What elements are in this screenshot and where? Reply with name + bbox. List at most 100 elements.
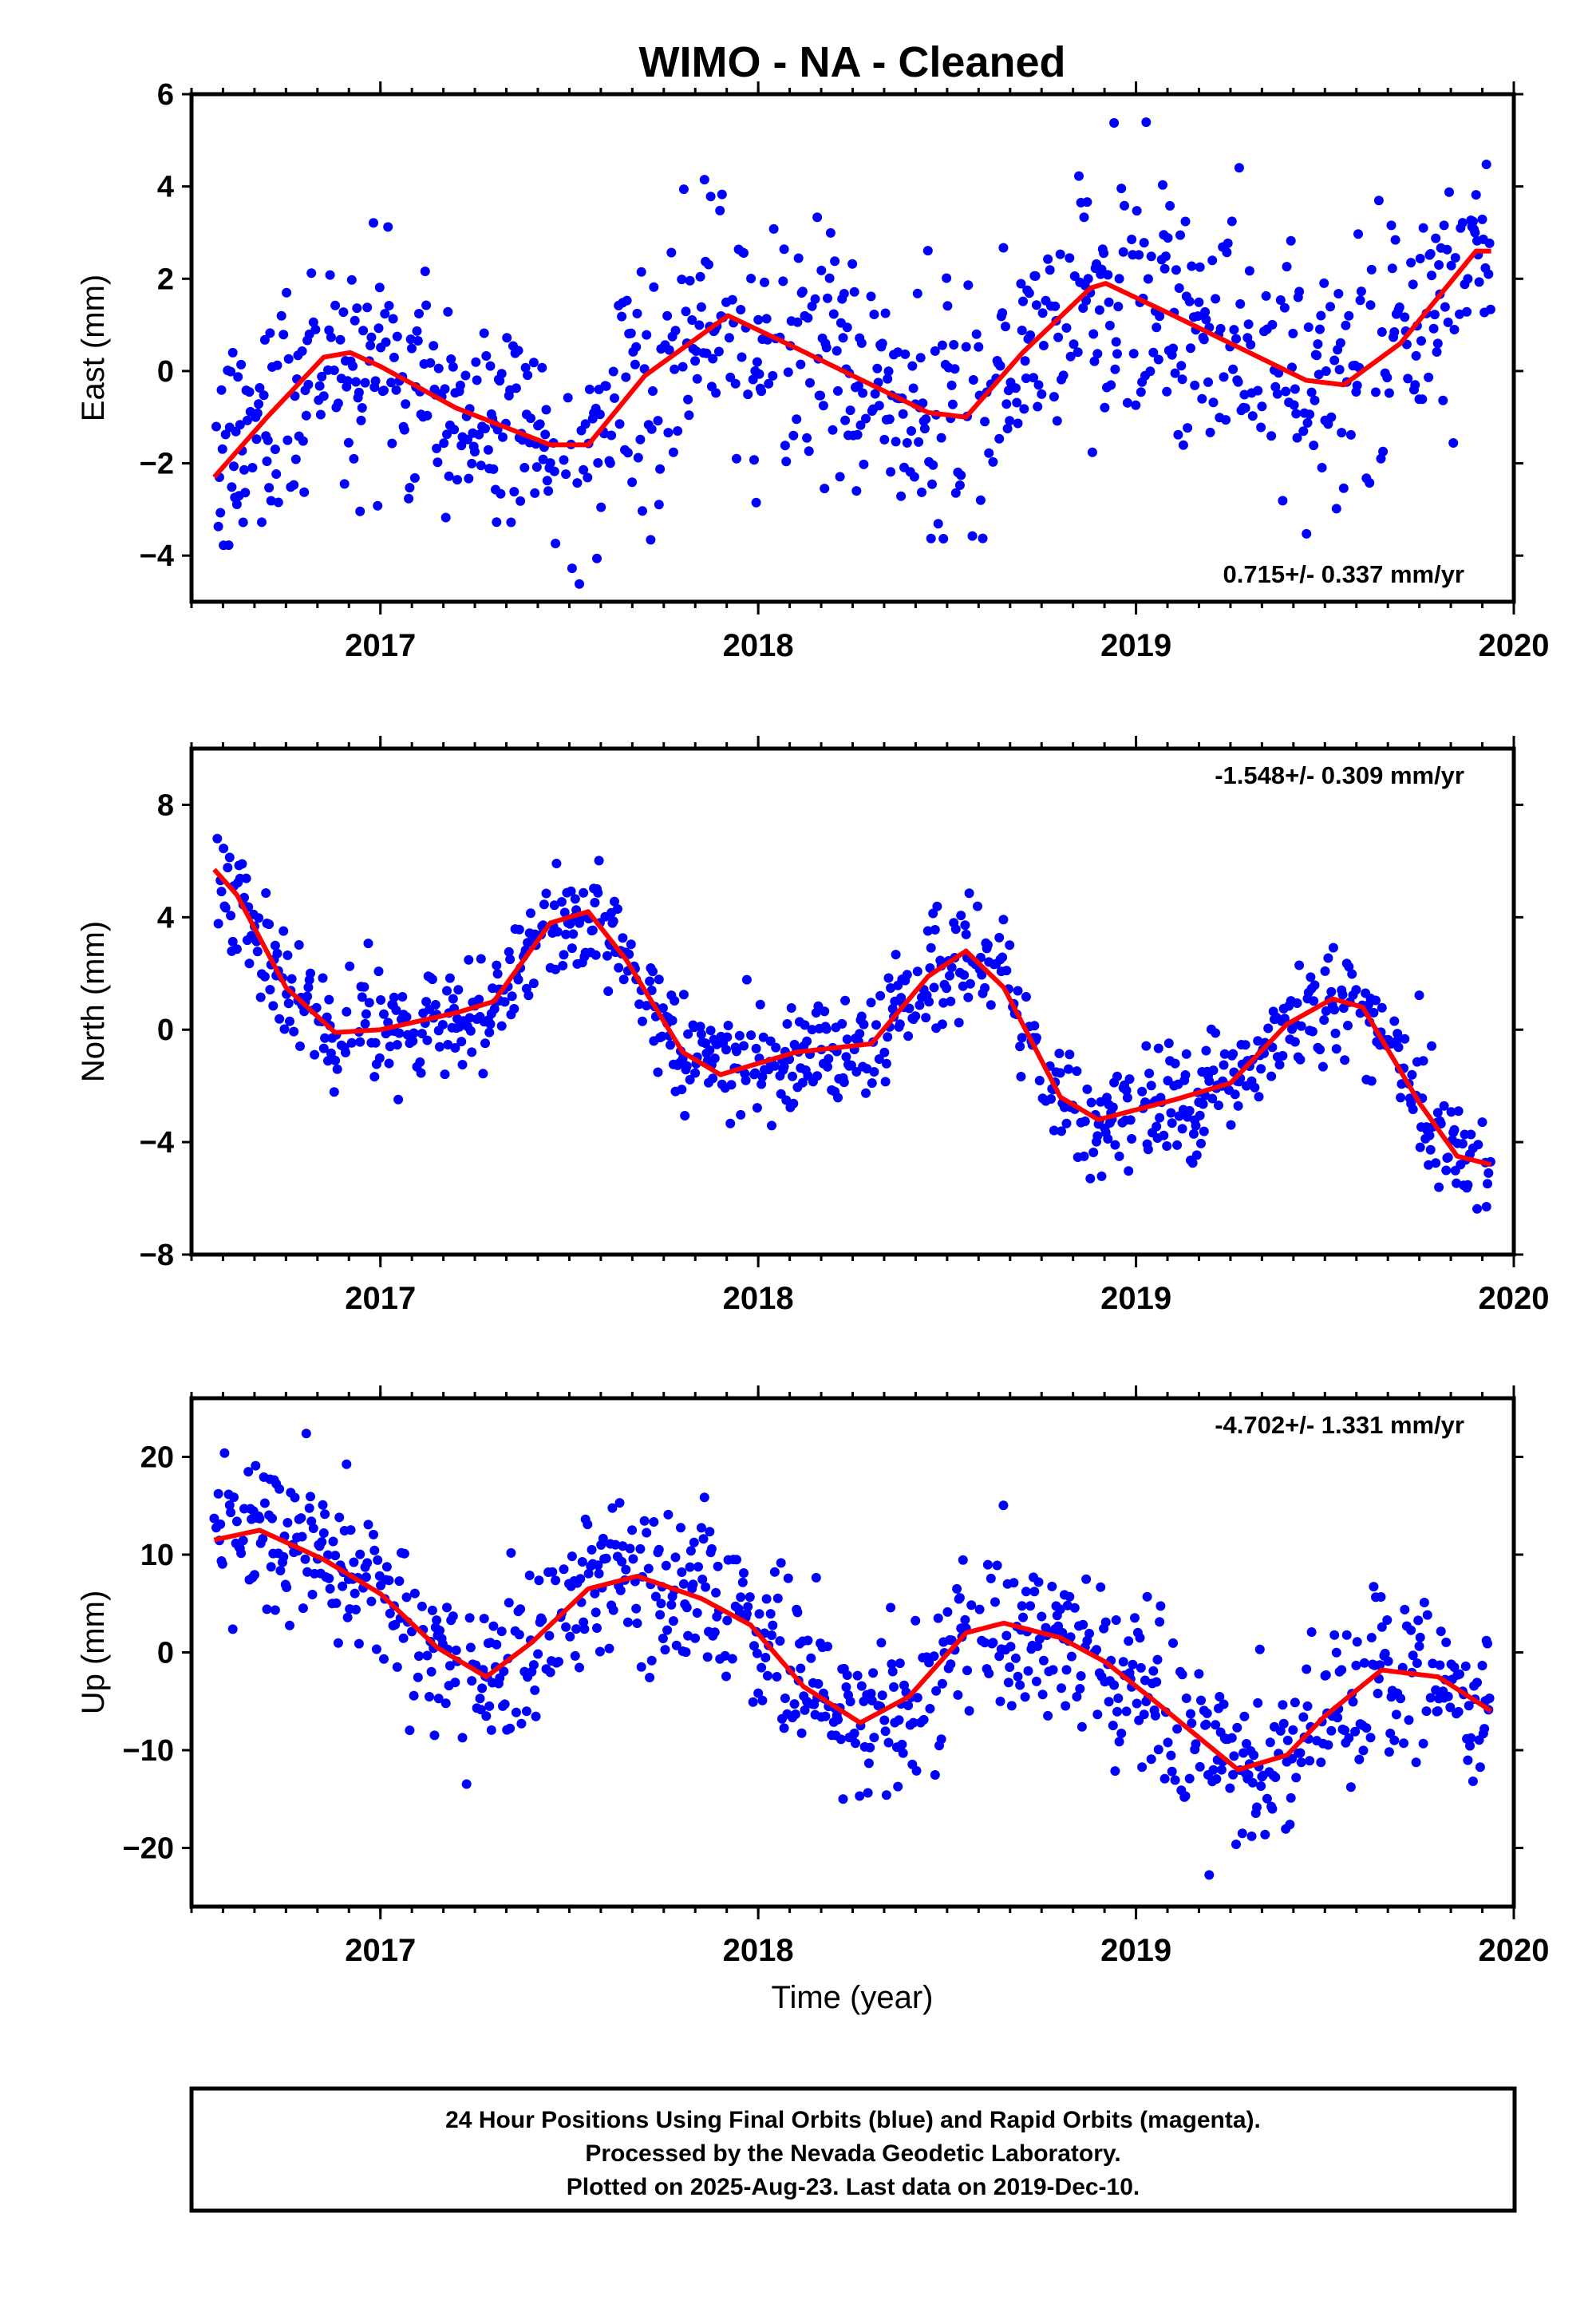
data-point xyxy=(1104,1697,1114,1707)
data-point xyxy=(1080,1117,1090,1126)
data-point xyxy=(821,1024,832,1034)
data-point xyxy=(534,1575,544,1586)
data-point xyxy=(946,996,956,1006)
footer-line-1: 24 Hour Positions Using Final Orbits (bl… xyxy=(445,2107,1261,2133)
data-point xyxy=(1296,1757,1306,1768)
data-point xyxy=(689,1537,699,1547)
data-point xyxy=(1072,1066,1082,1077)
data-point xyxy=(392,1662,402,1672)
data-point xyxy=(500,1699,510,1709)
data-point xyxy=(1434,260,1444,270)
data-point xyxy=(911,1011,921,1022)
data-point xyxy=(743,1602,753,1612)
data-point xyxy=(1441,1165,1452,1176)
model-fit-line xyxy=(213,1528,1493,1773)
data-point xyxy=(1263,1023,1274,1034)
data-point xyxy=(670,996,680,1006)
data-point xyxy=(840,415,851,425)
data-point xyxy=(646,1655,657,1666)
data-point xyxy=(421,997,432,1007)
data-point xyxy=(883,366,894,377)
data-point xyxy=(757,1695,768,1705)
data-point xyxy=(355,1549,365,1559)
data-point xyxy=(450,1043,460,1053)
data-point xyxy=(282,951,293,960)
data-point xyxy=(1466,1129,1476,1140)
data-point xyxy=(1231,334,1241,344)
data-point xyxy=(1233,1101,1243,1111)
data-point xyxy=(800,1705,810,1715)
data-point xyxy=(1399,1738,1408,1749)
data-point xyxy=(1176,361,1187,371)
data-point xyxy=(678,1053,688,1064)
footer-line-2: Processed by the Nevada Geodetic Laborat… xyxy=(585,2140,1120,2167)
data-point xyxy=(945,970,954,981)
data-point xyxy=(1137,1086,1148,1097)
data-point xyxy=(1434,1182,1444,1192)
data-point xyxy=(1163,1737,1173,1748)
data-point xyxy=(401,1012,412,1022)
data-point xyxy=(1214,1101,1223,1110)
data-point xyxy=(866,291,876,302)
data-point xyxy=(549,466,559,476)
data-point xyxy=(1110,1140,1120,1150)
data-point xyxy=(635,434,646,445)
data-point xyxy=(332,1064,342,1074)
data-point xyxy=(467,1676,477,1686)
data-point xyxy=(1425,1693,1436,1703)
data-point xyxy=(788,1071,797,1081)
data-point xyxy=(1457,218,1468,228)
data-point xyxy=(662,1625,673,1635)
data-point xyxy=(1074,171,1084,181)
data-point xyxy=(302,991,313,1002)
data-point xyxy=(371,1644,381,1654)
data-point xyxy=(379,385,389,396)
data-point xyxy=(531,1711,541,1721)
data-point xyxy=(1452,1178,1462,1188)
data-point xyxy=(849,287,859,297)
data-point xyxy=(1290,1037,1300,1047)
data-point xyxy=(891,437,901,447)
data-point xyxy=(551,1575,561,1586)
data-point xyxy=(220,429,231,440)
data-point xyxy=(608,366,618,377)
data-point xyxy=(788,1098,799,1109)
data-point xyxy=(879,1715,890,1725)
data-point xyxy=(1079,1151,1089,1161)
data-point xyxy=(471,357,481,367)
data-point xyxy=(696,1523,706,1533)
data-point xyxy=(1167,1766,1177,1777)
data-point xyxy=(1351,985,1361,995)
data-point xyxy=(254,399,264,409)
data-point xyxy=(282,435,293,445)
data-point xyxy=(1314,370,1324,380)
data-point xyxy=(1295,1054,1306,1065)
data-point xyxy=(1317,1061,1328,1072)
data-point xyxy=(1061,322,1072,333)
data-point xyxy=(1037,1690,1048,1700)
data-point xyxy=(1010,383,1021,393)
data-point xyxy=(1335,338,1345,348)
data-point xyxy=(1444,187,1454,197)
data-point xyxy=(1143,274,1153,284)
data-point xyxy=(435,1626,444,1635)
data-point xyxy=(1178,440,1188,450)
data-point xyxy=(631,342,642,352)
data-point xyxy=(1369,1582,1379,1592)
data-point xyxy=(1366,1633,1377,1642)
data-point xyxy=(1201,1045,1211,1056)
data-point xyxy=(685,1074,695,1085)
data-point xyxy=(244,387,255,397)
data-point xyxy=(1408,1650,1418,1661)
data-point xyxy=(537,1615,547,1626)
data-point xyxy=(370,376,381,386)
data-point xyxy=(1288,1725,1298,1735)
data-point xyxy=(422,410,433,421)
data-point xyxy=(257,517,267,528)
data-point xyxy=(683,1029,693,1039)
data-point xyxy=(1292,433,1302,443)
data-point xyxy=(1023,1666,1033,1676)
data-point xyxy=(549,900,559,911)
data-point xyxy=(896,491,907,501)
data-point xyxy=(863,1788,873,1798)
